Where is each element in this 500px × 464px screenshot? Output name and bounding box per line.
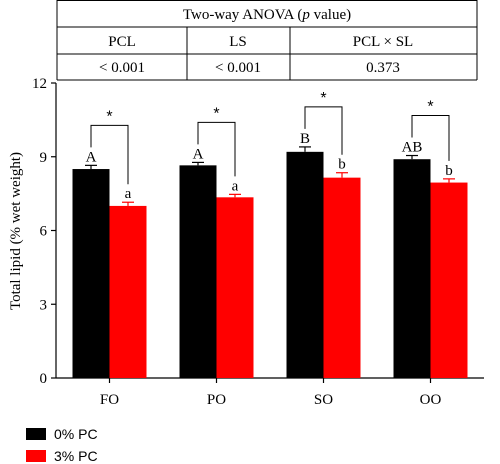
- bar: [393, 159, 431, 378]
- table-value-ls: < 0.001: [215, 60, 261, 76]
- x-tick-label: FO: [100, 392, 119, 408]
- x-tick-label: SO: [314, 392, 333, 408]
- significance-star: *: [106, 108, 112, 125]
- bar: [323, 177, 361, 378]
- bar: [430, 182, 468, 378]
- significance-letter: B: [300, 131, 310, 147]
- y-tick-label: 12: [32, 76, 47, 92]
- plot-area: 0 3 6 9 12 FO Aa * PO Aa * SO Bb * OO AB b *: [32, 76, 484, 408]
- significance-bracket: [197, 121, 236, 177]
- bar: [216, 197, 254, 378]
- significance-letter: a: [232, 178, 239, 194]
- table-value-pcl: < 0.001: [99, 60, 145, 76]
- bar: [179, 165, 217, 378]
- bar: [72, 169, 110, 378]
- y-tick-label: 3: [40, 297, 48, 313]
- significance-letter: a: [125, 186, 132, 202]
- significance-star: *: [213, 105, 219, 122]
- significance-bracket: [90, 124, 129, 185]
- significance-letter: A: [193, 146, 204, 162]
- y-axis-label: Total lipid (% wet weight): [8, 152, 24, 310]
- significance-star: *: [320, 90, 326, 107]
- legend-swatch-3pc: [26, 450, 46, 462]
- significance-star: *: [427, 99, 433, 116]
- table-header-pcl: PCL: [108, 34, 136, 50]
- x-tick-label: PO: [207, 392, 226, 408]
- significance-letter: A: [86, 149, 97, 165]
- legend-label-3pc: 3% PC: [54, 448, 98, 464]
- significance-letter: b: [445, 163, 453, 179]
- bar: [286, 151, 324, 378]
- x-tick-label: OO: [420, 392, 442, 408]
- legend-swatch-0pc: [26, 428, 46, 440]
- y-tick-label: 9: [40, 150, 48, 166]
- significance-bracket: [304, 106, 343, 155]
- significance-bracket: [411, 115, 450, 161]
- bar: [109, 205, 147, 378]
- y-tick-label: 0: [40, 371, 48, 387]
- table-header-ls: LS: [229, 34, 247, 50]
- table-title: Two-way ANOVA (p value): [183, 7, 351, 23]
- table-value-interaction: 0.373: [366, 60, 400, 76]
- legend-label-0pc: 0% PC: [54, 426, 98, 442]
- legend: 0% PC 3% PC: [26, 426, 98, 464]
- significance-letter: AB: [402, 140, 423, 156]
- significance-letter: b: [338, 157, 346, 173]
- anova-table: Two-way ANOVA (p value) PCL LS PCL × SL …: [56, 0, 478, 81]
- table-header-interaction: PCL × SL: [353, 34, 413, 50]
- y-tick-label: 6: [40, 224, 48, 240]
